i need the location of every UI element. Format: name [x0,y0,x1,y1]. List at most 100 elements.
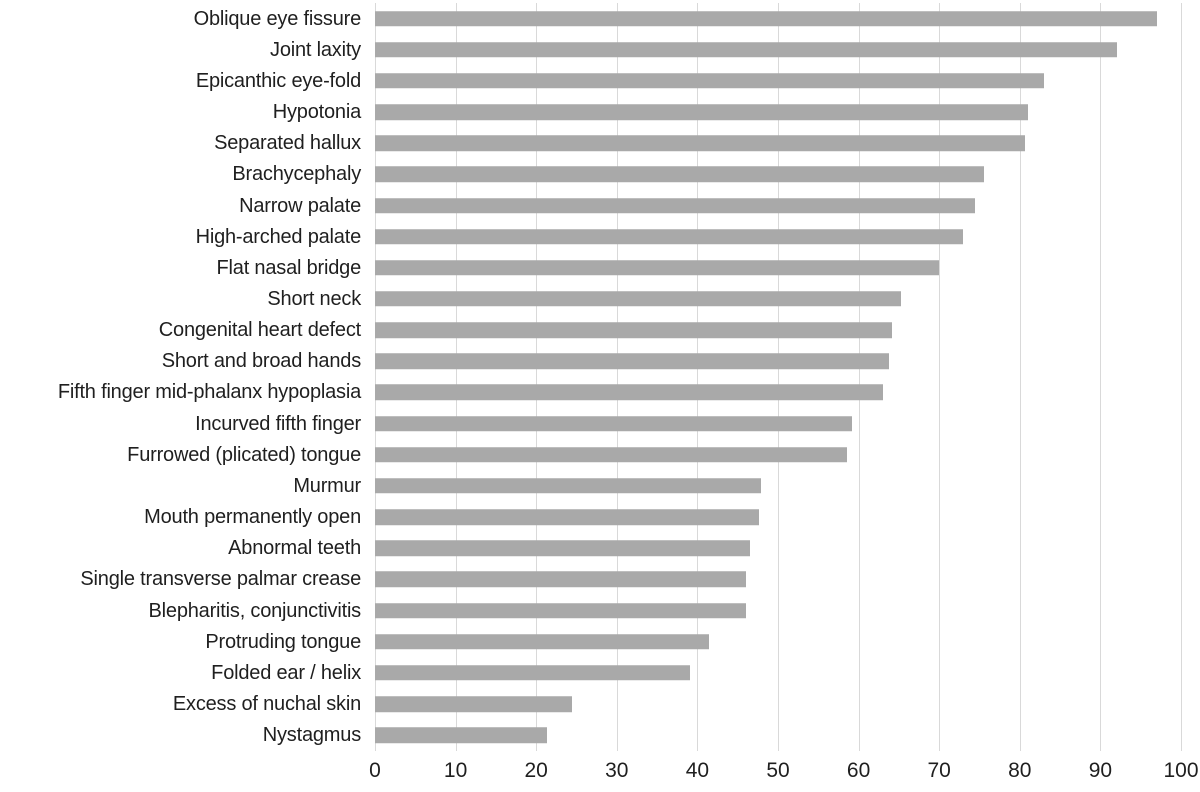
bar [375,260,940,276]
category-label: Congenital heart defect [158,319,361,342]
gridline-layer [375,3,1182,751]
category-label: Incurved fifth finger [195,412,361,435]
category-label: Brachycephaly [232,163,361,186]
category-label: Blepharitis, conjunctivitis [148,599,362,622]
gridline-x-100 [1181,3,1182,751]
gridline-x-30 [616,3,618,751]
category-label: Joint laxity [270,38,361,61]
chart-row: Mouth permanently open [0,502,1181,533]
gridline-x-0 [375,3,376,751]
chart-row: Epicanthic eye-fold [0,65,1181,96]
x-tick-label: 100 [1163,759,1199,782]
bar-track [375,96,1181,127]
bar-track [375,315,1181,346]
bar [375,41,1117,58]
chart-row: Short neck [0,283,1181,314]
category-label: Protruding tongue [205,630,361,653]
category-label: Abnormal teeth [228,537,361,560]
bar [375,228,964,245]
bar [375,73,1044,89]
x-tick-label: 70 [927,759,951,782]
x-axis: 0 10 20 30 40 50 60 70 80 90 100 [369,759,1198,790]
category-label: Mouth permanently open [144,506,361,529]
category-label: High-arched palate [195,225,362,248]
chart-row: Fifth finger mid-phalanx hypoplasia [0,377,1181,408]
category-label: Furrowed (plicated) tongue [127,443,361,466]
chart-row: Single transverse palmar crease [0,564,1181,595]
chart-row: Excess of nuchal skin [0,688,1181,719]
x-tick-label: 40 [685,759,710,782]
chart-row: Short and broad hands [0,346,1181,377]
category-label: Oblique eye fissure [193,7,362,30]
bar [375,696,572,712]
chart-row: Nystagmus [0,720,1181,751]
category-label: Nystagmus [262,724,361,747]
bar [375,415,853,432]
chart-row: Separated hallux [0,128,1181,159]
bar [375,197,976,214]
bar [375,633,710,650]
bar-track [375,221,1181,252]
chart-row: Narrow palate [0,190,1181,221]
bar-track [375,657,1181,688]
x-tick-label: 50 [766,759,790,782]
bar [375,135,1026,151]
x-tick-label: 60 [846,759,871,782]
bar [375,104,1028,120]
bar [375,665,691,681]
x-tick-label: 30 [605,759,629,782]
bar-track [375,470,1181,501]
bar-track [375,252,1181,283]
chart-row: Abnormal teeth [0,533,1181,564]
bar [375,540,750,556]
bar-track [375,688,1181,719]
bar [375,478,762,494]
bar [375,447,847,463]
gridline-x-60 [858,3,860,751]
bar-track [375,533,1181,564]
category-label: Short neck [267,287,361,310]
category-label: Short and broad hands [161,350,361,373]
bar-track [375,3,1181,34]
category-label: Narrow palate [239,194,361,217]
chart-row: Protruding tongue [0,626,1181,657]
category-label: Excess of nuchal skin [172,693,361,716]
chart-row: Brachycephaly [0,159,1181,190]
bar-track [375,377,1181,408]
chart-row: Furrowed (plicated) tongue [0,439,1181,470]
bar-track [375,159,1181,190]
chart-row: Murmur [0,470,1181,501]
bar [375,10,1157,27]
gridline-x-70 [939,3,941,751]
category-label: Hypotonia [272,101,361,124]
gridline-x-80 [1019,3,1021,751]
x-tick-label: 90 [1088,759,1113,782]
gridline-x-10 [455,3,457,751]
bar [375,509,759,525]
gridline-x-90 [1100,3,1102,751]
chart-rows: Oblique eye fissure Joint laxity Epicanthi… [0,3,1181,751]
bar [375,384,883,401]
bar-track [375,626,1181,657]
x-tick-label: 20 [524,759,548,782]
chart-row: Flat nasal bridge [0,252,1181,283]
chart-row: Oblique eye fissure [0,3,1181,34]
x-tick-label: 80 [1008,759,1032,782]
category-label: Murmur [293,474,361,497]
chart-row: Hypotonia [0,96,1181,127]
bar-track [375,564,1181,595]
bar [375,166,984,183]
bar-track [375,34,1181,65]
chart-row: Joint laxity [0,34,1181,65]
bar-track [375,595,1181,626]
category-label: Single transverse palmar crease [80,568,361,591]
bar-track [375,65,1181,96]
x-tick-label: 0 [369,759,381,782]
category-label: Epicanthic eye-fold [195,69,361,92]
x-tick-label: 10 [443,759,468,782]
bar-track [375,502,1181,533]
bar-track [375,190,1181,221]
category-label: Flat nasal bridge [216,256,362,279]
bar [375,353,890,370]
bar-track [375,283,1181,314]
